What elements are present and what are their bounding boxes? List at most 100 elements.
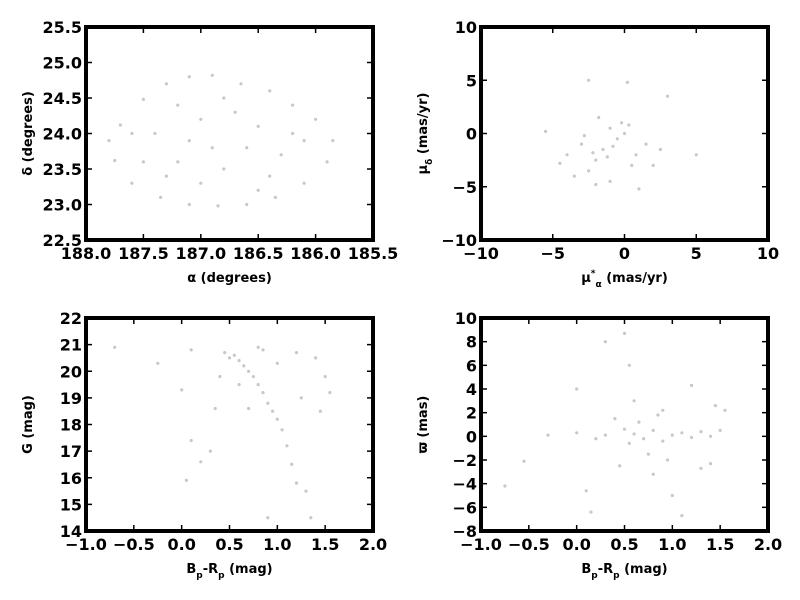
x-tick-label: 186.5	[233, 244, 284, 263]
data-point	[323, 375, 327, 379]
y-tick-label: 6	[466, 356, 477, 375]
x-tick-label: 2.0	[359, 535, 387, 554]
data-point	[279, 153, 283, 157]
panel-color-parallax: −1.0 −0.5 0.0 0.5 1.0 1.5 2.0 −8 −6 −4 −2 0 2 4 6 8 10 Bp…	[416, 309, 782, 581]
data-point	[210, 146, 214, 150]
data-point	[503, 484, 507, 488]
x-tick-label: 185.5	[348, 244, 399, 263]
data-point	[268, 174, 272, 178]
y-tick-label: −10	[441, 231, 477, 250]
y-tick-label: 22	[60, 309, 82, 328]
data-point	[713, 404, 718, 408]
data-point	[227, 356, 232, 360]
data-point	[247, 369, 251, 373]
data-point	[594, 437, 598, 441]
x-tick-label: −5	[540, 244, 565, 263]
x-tick-label: 0	[619, 244, 630, 263]
data-point	[622, 331, 627, 335]
data-point	[210, 73, 214, 77]
data-point	[251, 375, 255, 379]
y-tick-label: 24.0	[43, 125, 82, 144]
data-point	[261, 348, 265, 352]
data-point	[328, 391, 332, 395]
data-point	[661, 439, 665, 443]
x-axis-label: Bp-Rp (mag)	[581, 562, 667, 581]
x-tick-label: −0.5	[113, 535, 155, 554]
data-point	[164, 82, 168, 86]
data-point	[242, 364, 246, 368]
data-point	[605, 155, 609, 159]
data-point	[634, 153, 638, 157]
data-point	[294, 481, 299, 485]
x-tick-label: 10	[757, 244, 779, 263]
y-tick-label: 14	[60, 522, 82, 541]
data-point	[584, 489, 588, 493]
x-tick-label: 188.0	[61, 244, 112, 263]
x-tick-label: −0.5	[508, 535, 550, 554]
data-point	[280, 428, 284, 432]
data-point	[587, 169, 591, 173]
data-point	[587, 78, 591, 82]
y-tick-label: −5	[452, 178, 477, 197]
data-point	[299, 396, 303, 400]
y-tick-label: 4	[466, 380, 477, 399]
data-point	[594, 158, 598, 162]
y-tick-label: −6	[452, 498, 477, 517]
data-point	[651, 472, 655, 476]
data-point	[709, 462, 713, 466]
data-point	[218, 375, 222, 379]
data-point	[601, 147, 605, 152]
x-tick-label: 1.0	[658, 535, 686, 554]
x-axis-label: μ*α (mas/yr)	[581, 269, 668, 290]
data-point	[658, 147, 663, 152]
x-axis-label: α (degrees)	[187, 271, 272, 286]
data-point	[627, 441, 631, 445]
data-point	[622, 427, 627, 431]
data-point	[694, 153, 698, 157]
data-point	[603, 433, 608, 437]
data-point	[637, 187, 641, 191]
data-point	[718, 428, 722, 432]
data-point	[222, 167, 226, 171]
y-tick-label: 0	[466, 125, 477, 144]
axes-frame	[84, 25, 375, 242]
data-point	[608, 179, 612, 183]
data-point	[665, 458, 670, 462]
y-tick-label: 17	[60, 442, 82, 461]
data-point	[256, 188, 260, 192]
data-point	[620, 121, 624, 125]
data-point	[591, 151, 595, 155]
data-point	[273, 195, 277, 199]
x-tick-label: −10	[463, 244, 499, 263]
axes-frame	[84, 316, 375, 533]
data-point	[632, 432, 636, 436]
data-point	[680, 431, 684, 435]
data-point	[680, 514, 684, 518]
axes-frame	[479, 316, 770, 533]
data-point	[285, 444, 289, 448]
panel-proper-motion: −10 −5 0 5 10 −10 −5 0 5 10 μ*α (mas/yr) μδ (mas/yr…	[416, 18, 779, 290]
data-point	[164, 174, 168, 178]
data-point	[646, 452, 651, 456]
data-point	[291, 103, 295, 107]
data-point	[603, 340, 608, 344]
y-axis-label: δ (degrees)	[21, 91, 36, 176]
x-tick-label: 187.0	[175, 244, 226, 263]
data-point	[113, 158, 117, 163]
data-point	[176, 103, 180, 107]
data-point	[275, 361, 279, 365]
data-point	[256, 124, 260, 128]
data-point	[199, 181, 203, 185]
y-axis-label: G (mag)	[21, 395, 36, 454]
data-point	[699, 466, 703, 470]
x-axis-label: Bp-Rp (mag)	[186, 562, 272, 581]
data-point	[699, 430, 703, 434]
data-point	[223, 351, 227, 355]
data-point	[118, 123, 122, 127]
data-point	[314, 356, 318, 360]
y-tick-label: 25.5	[43, 18, 82, 37]
x-tick-label: 0.0	[167, 535, 195, 554]
data-point	[159, 195, 163, 199]
x-tick-label: 1.0	[263, 535, 291, 554]
y-tick-label: 15	[60, 495, 82, 514]
